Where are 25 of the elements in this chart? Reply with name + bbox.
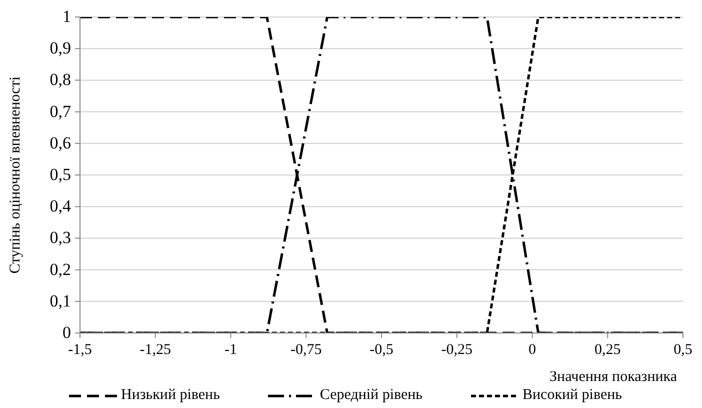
y-tick-label: 0,1 [50, 291, 71, 310]
y-tick-label: 0,8 [50, 70, 71, 90]
y-tick-label: 0,4 [50, 196, 72, 216]
x-tick-label: 0 [528, 342, 536, 358]
x-tick-label: -1 [224, 342, 237, 358]
x-tick-label: 0,5 [674, 342, 692, 358]
x-tick-label: -0,5 [370, 342, 394, 358]
y-tick-label: 0 [62, 323, 71, 342]
x-tick-label: -0,25 [441, 342, 472, 358]
legend-label: Високий рівень [522, 387, 622, 404]
y-tick-label: 0,5 [50, 165, 71, 184]
y-tick-label: 0,3 [50, 228, 71, 248]
legend-label: Середній рівень [320, 387, 423, 404]
y-axis-title: Ступінь оціночної впевненості [7, 76, 24, 274]
y-tick-label: 1 [62, 7, 71, 26]
y-tick-label: 0,6 [50, 133, 71, 152]
legend-label: Низький рівень [121, 387, 220, 404]
y-tick-label: 0,9 [50, 38, 71, 58]
x-tick-label: 0,25 [594, 342, 621, 358]
y-tick-label: 0,2 [50, 260, 71, 279]
y-tick-label: 0,7 [50, 102, 72, 121]
x-tick-label: -0,75 [290, 342, 322, 358]
x-tick-label: -1,25 [140, 342, 171, 358]
x-tick-label: -1,5 [68, 342, 92, 358]
x-axis-title: Значення показника [550, 369, 678, 385]
